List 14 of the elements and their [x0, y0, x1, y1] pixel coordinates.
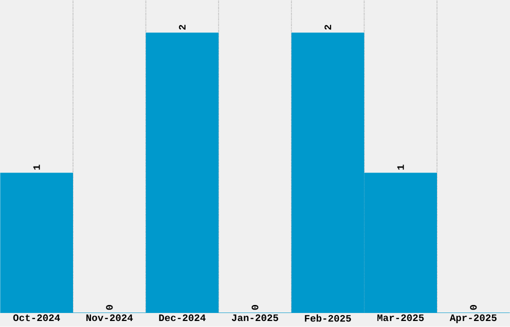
data-label: 1: [397, 164, 404, 170]
x-tick-label: Jan-2025: [232, 314, 278, 322]
x-tick-label: Dec-2024: [159, 314, 206, 322]
x-tick-label: Mar-2025: [377, 314, 424, 322]
data-label: 2: [178, 25, 186, 30]
data-label: 2: [324, 25, 332, 30]
data-label: 0: [470, 305, 477, 310]
data-label: 0: [252, 305, 258, 310]
x-tick-label: Apr-2025: [450, 314, 497, 324]
data-label: 1: [33, 164, 40, 170]
x-tick-label: Feb-2025: [304, 314, 351, 322]
data-label: 0: [106, 305, 113, 310]
x-tick-label: Nov-2024: [86, 314, 133, 322]
x-tick-label: Oct-2024: [13, 314, 60, 322]
